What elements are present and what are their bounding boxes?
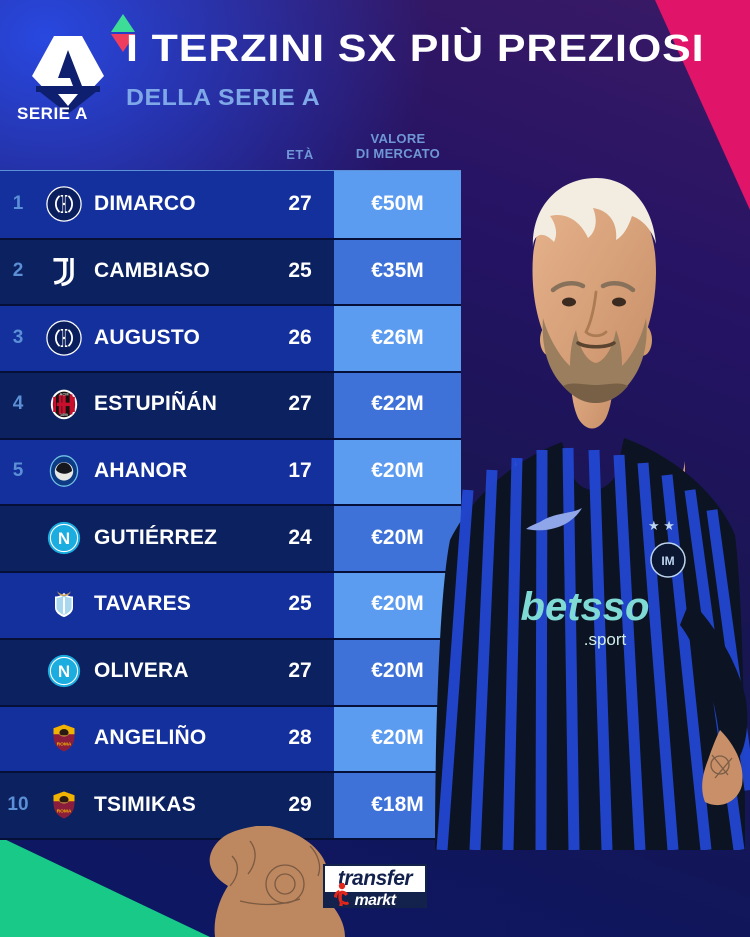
svg-text:1899: 1899 xyxy=(60,413,68,417)
svg-text:ACM: ACM xyxy=(59,392,69,397)
svg-text:IM: IM xyxy=(661,554,674,568)
svg-text:N: N xyxy=(58,529,70,548)
svg-text:ROMA: ROMA xyxy=(57,741,72,747)
svg-text:★ ★: ★ ★ xyxy=(648,518,675,533)
svg-text:.sport: .sport xyxy=(584,630,627,649)
svg-text:ROMA: ROMA xyxy=(57,808,72,814)
svg-text:N: N xyxy=(58,662,70,681)
svg-text:betsso: betsso xyxy=(521,585,650,629)
